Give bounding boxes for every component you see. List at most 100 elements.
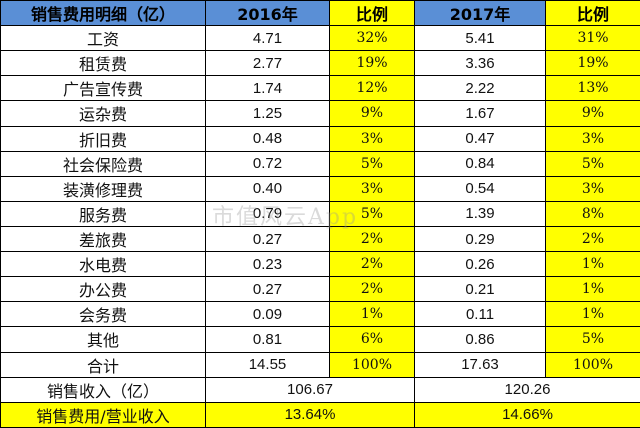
ratio-2017: 3% bbox=[545, 175, 640, 202]
ratio-2016: 12% bbox=[329, 75, 415, 102]
ratio-2016: 2% bbox=[329, 225, 415, 253]
total-label: 合计 bbox=[0, 351, 206, 378]
ratio-2016: 19% bbox=[329, 50, 415, 77]
value-2016: 0.40 bbox=[205, 175, 330, 202]
row-label: 租赁费 bbox=[0, 50, 206, 77]
value-2017: 0.84 bbox=[414, 150, 546, 177]
ratio-2016: 9% bbox=[329, 100, 415, 127]
total-value-2016: 14.55 bbox=[205, 351, 330, 378]
table-row: 水电费 0.23 2% 0.26 1% bbox=[0, 251, 640, 278]
ratio-2016: 3% bbox=[329, 175, 415, 202]
table-row: 租赁费 2.77 19% 3.36 19% bbox=[0, 50, 640, 77]
expense-to-revenue-label: 销售费用/营业收入 bbox=[0, 401, 206, 428]
row-label: 服务费 bbox=[0, 200, 206, 227]
revenue-row: 销售收入（亿） 106.67 120.26 bbox=[0, 376, 640, 403]
table-row: 折旧费 0.48 3% 0.47 3% bbox=[0, 125, 640, 152]
header-category: 销售费用明细（亿） bbox=[0, 0, 206, 27]
value-2016: 2.77 bbox=[205, 50, 330, 77]
value-2016: 1.25 bbox=[205, 100, 330, 127]
row-label: 广告宣传费 bbox=[0, 75, 206, 102]
row-label: 其他 bbox=[0, 326, 206, 353]
value-2017: 5.41 bbox=[414, 25, 546, 52]
value-2016: 0.09 bbox=[205, 301, 330, 328]
table-row: 工资 4.71 32% 5.41 31% bbox=[0, 25, 640, 52]
ratio-2016: 2% bbox=[329, 276, 415, 303]
table-row: 会务费 0.09 1% 0.11 1% bbox=[0, 301, 640, 328]
value-2017: 0.21 bbox=[414, 276, 546, 303]
ratio-2017: 9% bbox=[545, 100, 640, 127]
revenue-2017: 120.26 bbox=[414, 376, 640, 403]
header-ratio-2017: 比例 bbox=[545, 0, 640, 27]
value-2016: 0.27 bbox=[205, 276, 330, 303]
expense-to-revenue-2016: 13.64% bbox=[205, 401, 415, 428]
value-2016: 0.81 bbox=[205, 326, 330, 353]
total-row: 合计 14.55 100% 17.63 100% bbox=[0, 351, 640, 378]
ratio-2017: 8% bbox=[545, 200, 640, 227]
value-2017: 1.67 bbox=[414, 100, 546, 127]
value-2016: 0.23 bbox=[205, 251, 330, 278]
ratio-2017: 3% bbox=[545, 125, 640, 152]
ratio-2016: 1% bbox=[329, 301, 415, 328]
value-2016: 0.27 bbox=[205, 225, 330, 253]
value-2017: 1.39 bbox=[414, 200, 546, 227]
value-2017: 2.22 bbox=[414, 75, 546, 102]
value-2016: 0.79 bbox=[205, 200, 330, 227]
row-label: 装潢修理费 bbox=[0, 175, 206, 202]
ratio-2016: 32% bbox=[329, 25, 415, 52]
value-2016: 0.48 bbox=[205, 125, 330, 152]
value-2016: 1.74 bbox=[205, 75, 330, 102]
header-year-2017: 2017年 bbox=[414, 0, 546, 27]
table-row: 广告宣传费 1.74 12% 2.22 13% bbox=[0, 75, 640, 102]
row-label: 差旅费 bbox=[0, 225, 206, 253]
row-label: 工资 bbox=[0, 25, 206, 52]
total-ratio-2016: 100% bbox=[329, 351, 415, 378]
row-label: 运杂费 bbox=[0, 100, 206, 127]
row-label: 办公费 bbox=[0, 276, 206, 303]
ratio-2017: 5% bbox=[545, 326, 640, 353]
ratio-2016: 2% bbox=[329, 251, 415, 278]
revenue-2016: 106.67 bbox=[205, 376, 415, 403]
header-year-2016: 2016年 bbox=[205, 0, 330, 27]
ratio-2017: 19% bbox=[545, 50, 640, 77]
table-row: 装潢修理费 0.40 3% 0.54 3% bbox=[0, 175, 640, 202]
value-2017: 3.36 bbox=[414, 50, 546, 77]
ratio-2017: 31% bbox=[545, 25, 640, 52]
ratio-2017: 1% bbox=[545, 251, 640, 278]
ratio-2016: 5% bbox=[329, 200, 415, 227]
ratio-2017: 13% bbox=[545, 75, 640, 102]
ratio-2016: 3% bbox=[329, 125, 415, 152]
total-value-2017: 17.63 bbox=[414, 351, 546, 378]
revenue-label: 销售收入（亿） bbox=[0, 376, 206, 403]
expense-to-revenue-2017: 14.66% bbox=[414, 401, 640, 428]
table-row: 社会保险费 0.72 5% 0.84 5% bbox=[0, 150, 640, 177]
ratio-2017: 2% bbox=[545, 225, 640, 253]
value-2017: 0.47 bbox=[414, 125, 546, 152]
row-label: 水电费 bbox=[0, 251, 206, 278]
row-label: 会务费 bbox=[0, 301, 206, 328]
ratio-2017: 1% bbox=[545, 276, 640, 303]
value-2017: 0.29 bbox=[414, 225, 546, 253]
table-row: 其他 0.81 6% 0.86 5% bbox=[0, 326, 640, 353]
table-row: 办公费 0.27 2% 0.21 1% bbox=[0, 276, 640, 303]
row-label: 折旧费 bbox=[0, 125, 206, 152]
total-ratio-2017: 100% bbox=[545, 351, 640, 378]
value-2017: 0.11 bbox=[414, 301, 546, 328]
value-2016: 0.72 bbox=[205, 150, 330, 177]
table-row: 差旅费 0.27 2% 0.29 2% bbox=[0, 225, 640, 253]
value-2016: 4.71 bbox=[205, 25, 330, 52]
header-row: 销售费用明细（亿） 2016年 比例 2017年 比例 bbox=[0, 0, 640, 27]
ratio-2016: 5% bbox=[329, 150, 415, 177]
table-row: 服务费 0.79 5% 1.39 8% bbox=[0, 200, 640, 227]
ratio-2017: 5% bbox=[545, 150, 640, 177]
header-ratio-2016: 比例 bbox=[329, 0, 415, 27]
value-2017: 0.26 bbox=[414, 251, 546, 278]
ratio-2016: 6% bbox=[329, 326, 415, 353]
ratio-2017: 1% bbox=[545, 301, 640, 328]
value-2017: 0.54 bbox=[414, 175, 546, 202]
value-2017: 0.86 bbox=[414, 326, 546, 353]
expense-to-revenue-row: 销售费用/营业收入 13.64% 14.66% bbox=[0, 401, 640, 428]
row-label: 社会保险费 bbox=[0, 150, 206, 177]
table-row: 运杂费 1.25 9% 1.67 9% bbox=[0, 100, 640, 127]
